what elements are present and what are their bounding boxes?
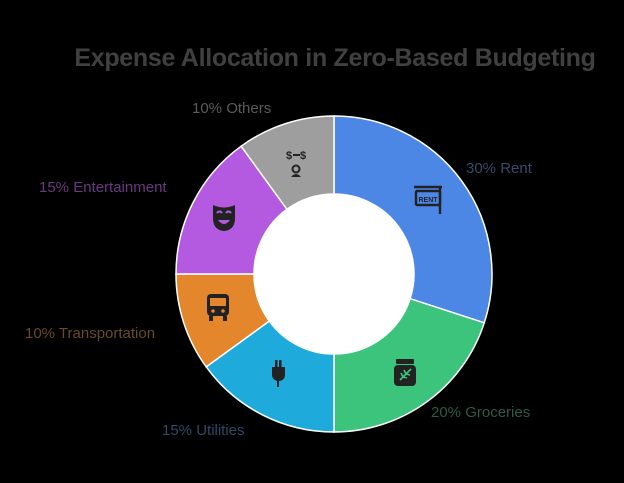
rent-sign-icon: RENT (414, 185, 442, 214)
svg-text:RENT: RENT (418, 197, 438, 204)
theater-mask-icon (213, 205, 235, 231)
label-others: 10% Others (192, 100, 272, 117)
label-entertainment: 15% Entertainment (39, 179, 167, 196)
label-transportation: 10% Transportation (25, 325, 156, 342)
label-groceries: 20% Groceries (431, 404, 531, 421)
plug-icon (271, 360, 285, 387)
svg-text:$: $ (286, 150, 292, 162)
money-exchange-icon: $ $ (286, 150, 306, 177)
jar-icon (394, 359, 416, 386)
donut-hole (254, 194, 414, 354)
bus-icon (207, 294, 229, 321)
chart-title: Expense Allocation in Zero-Based Budgeti… (74, 44, 596, 72)
svg-text:$: $ (300, 150, 306, 162)
label-utilities: 15% Utilities (162, 422, 245, 439)
label-rent: 30% Rent (466, 160, 532, 177)
